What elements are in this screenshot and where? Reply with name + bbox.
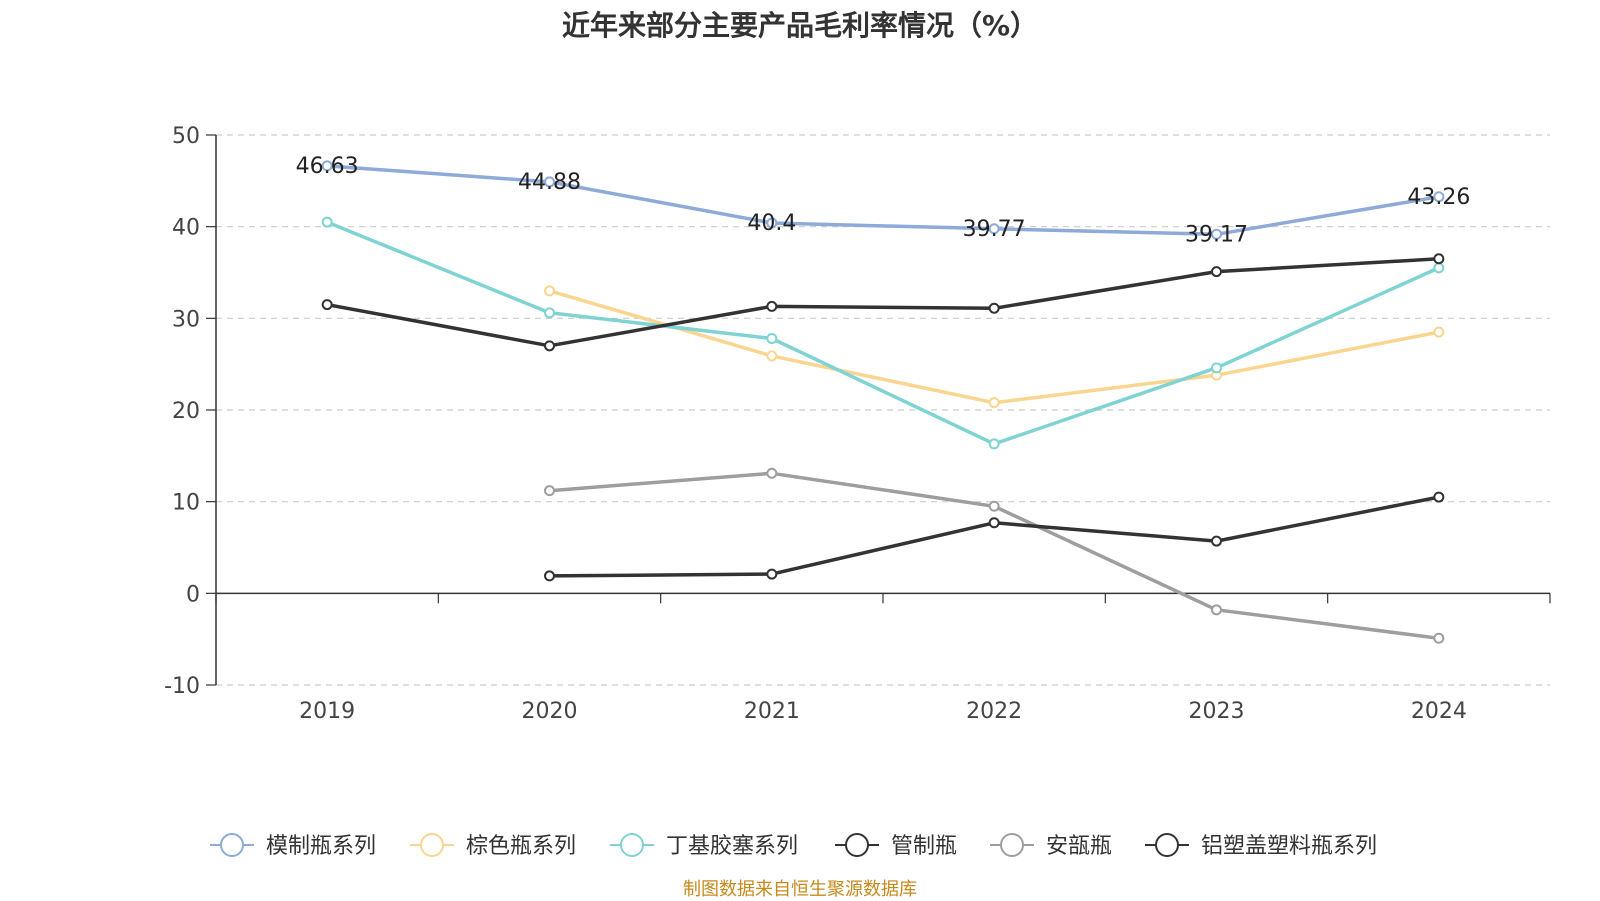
series-point-2 <box>1211 362 1222 374</box>
legend-label: 安瓿瓶 <box>1046 834 1112 859</box>
y-tick-label: 30 <box>172 307 200 332</box>
series-point-0 <box>544 176 555 188</box>
legend-item-5[interactable]: 铝塑盖塑料瓶系列 <box>1145 833 1377 859</box>
y-tick-label: -10 <box>164 674 200 699</box>
series-point-3 <box>1211 266 1222 278</box>
series-point-0 <box>321 160 333 172</box>
series-point-1 <box>544 285 555 297</box>
series-point-3 <box>544 340 555 352</box>
data-label: 43.26 <box>1407 185 1470 210</box>
x-tick-label: 2022 <box>966 699 1022 724</box>
legend-marker-icon <box>620 833 644 857</box>
data-labels: 46.63 44.88 40.4 39.77 39.17 43.26 <box>296 154 1471 247</box>
series-point-2 <box>1433 262 1445 274</box>
legend-marker-icon <box>420 833 444 857</box>
series-point-0 <box>1433 191 1445 203</box>
x-tick-label: 2023 <box>1189 699 1245 724</box>
legend-marker-icon <box>1155 833 1179 857</box>
series-point-2 <box>988 438 1000 450</box>
series-point-0 <box>1211 228 1222 240</box>
data-label: 39.17 <box>1185 222 1248 247</box>
series-point-2 <box>766 333 778 344</box>
series-line-0 <box>327 164 1440 237</box>
data-label: 44.88 <box>518 170 581 195</box>
legend-marker-icon <box>1000 833 1024 857</box>
x-tick-label: 2019 <box>299 699 355 724</box>
series-point-5 <box>988 517 1000 529</box>
legend-label: 铝塑盖塑料瓶系列 <box>1201 834 1377 859</box>
series-point-0 <box>988 223 1000 235</box>
series-point-1 <box>1433 326 1445 338</box>
series-point-5 <box>766 568 778 580</box>
source-note: 制图数据来自恒生聚源数据库 <box>683 879 917 900</box>
legend-marker-icon <box>845 833 869 857</box>
chart-title: 近年来部分主要产品毛利率情况（%） <box>561 9 1039 42</box>
series-point-1 <box>766 350 778 362</box>
series-point-2 <box>321 216 333 228</box>
series-point-0 <box>766 217 778 229</box>
legend-item-3[interactable]: 管制瓶 <box>835 833 957 859</box>
series-line-3 <box>326 257 1439 348</box>
axes: 50 40 30 20 10 0 -10 2019 2020 2021 2022 2023 2024 <box>164 124 1551 724</box>
series-point-2 <box>544 307 555 319</box>
x-tick-label: 2024 <box>1411 699 1467 724</box>
legend-item-0[interactable]: 模制瓶系列 <box>210 833 376 859</box>
series-point-3 <box>321 299 333 311</box>
series-line-4 <box>549 471 1440 641</box>
series-line-2 <box>326 220 1440 446</box>
series-point-3 <box>1433 253 1445 265</box>
series-point-3 <box>766 300 778 312</box>
legend: 模制瓶系列 棕色瓶系列 丁基胶塞系列 管制瓶 安瓿瓶 铝塑盖塑料瓶系列 <box>210 833 1377 859</box>
legend-item-1[interactable]: 棕色瓶系列 <box>410 833 576 859</box>
series-layer <box>321 160 1445 644</box>
data-label: 46.63 <box>296 154 359 179</box>
series-point-5 <box>1211 535 1222 547</box>
series-point-4 <box>544 485 555 497</box>
gridlines <box>216 134 1550 686</box>
series-point-4 <box>766 467 778 479</box>
legend-label: 棕色瓶系列 <box>466 834 576 859</box>
series-point-4 <box>1433 632 1445 644</box>
y-tick-label: 50 <box>172 124 200 149</box>
series-point-5 <box>1433 491 1445 503</box>
series-point-4 <box>1211 604 1222 616</box>
legend-label: 丁基胶塞系列 <box>666 834 798 859</box>
legend-label: 模制瓶系列 <box>266 834 376 859</box>
series-point-4 <box>988 500 1000 512</box>
y-tick-label: 0 <box>186 582 200 607</box>
x-tick-label: 2020 <box>522 699 578 724</box>
series-point-3 <box>988 302 1000 314</box>
legend-item-2[interactable]: 丁基胶塞系列 <box>610 833 798 859</box>
y-tick-label: 20 <box>172 399 200 424</box>
legend-marker-icon <box>220 833 244 857</box>
series-point-1 <box>988 397 1000 409</box>
legend-label: 管制瓶 <box>891 834 957 859</box>
y-tick-label: 40 <box>172 216 200 241</box>
legend-item-4[interactable]: 安瓿瓶 <box>990 833 1112 859</box>
x-tick-label: 2021 <box>744 699 800 724</box>
data-label: 40.4 <box>747 211 796 236</box>
series-point-5 <box>544 570 555 582</box>
y-tick-label: 10 <box>172 491 200 516</box>
data-label: 39.77 <box>963 217 1026 242</box>
